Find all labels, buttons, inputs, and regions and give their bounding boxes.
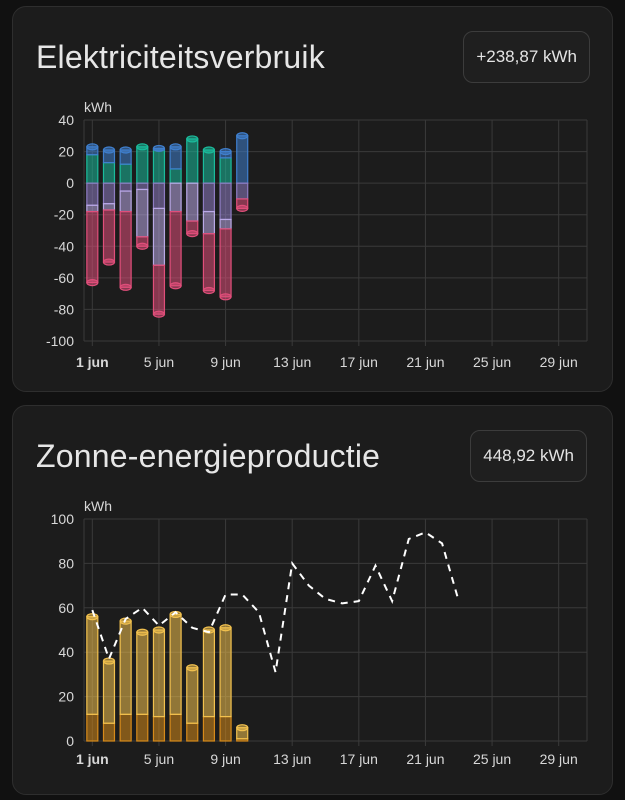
bar-cap [219, 147, 232, 156]
y-tick-label: -20 [54, 207, 74, 223]
y-unit-label: kWh [84, 99, 112, 115]
card-title: Elektriciteitsverbruik [36, 39, 325, 75]
y-tick-label: 100 [51, 511, 75, 527]
y-tick-label: 40 [58, 112, 74, 128]
bar-cap [86, 613, 99, 621]
bar-cap [102, 258, 116, 266]
bar-segment[interactable] [102, 660, 116, 724]
bar-cap [169, 143, 182, 151]
y-tick-label: 0 [66, 733, 74, 749]
total-badge[interactable]: +238,87 kWh [463, 31, 590, 83]
bar-segment[interactable] [186, 667, 199, 724]
y-tick-label: -100 [46, 333, 74, 349]
bar-segment[interactable] [86, 713, 99, 742]
bar-cap [136, 143, 149, 151]
y-tick-label: -40 [54, 238, 74, 254]
bar-segment[interactable] [119, 620, 132, 715]
bar-cap [86, 143, 99, 151]
bar-segment[interactable] [169, 613, 182, 715]
y-tick-label: 80 [58, 555, 74, 571]
bar-cap [186, 664, 199, 672]
bar-cap [169, 282, 182, 290]
bar-cap [236, 132, 249, 140]
solar-production-card[interactable]: Zonne-energieproductie 448,92 kWh [12, 405, 613, 795]
bar-cap [186, 135, 199, 143]
bar-cap [219, 624, 232, 632]
bar-cap [236, 724, 249, 732]
x-tick-label: 5 jun [144, 751, 174, 767]
bar-cap [102, 146, 116, 154]
x-tick-label: 1 jun [76, 354, 109, 370]
bar-cap [152, 144, 166, 153]
bar-segment[interactable] [102, 722, 116, 742]
x-tick-label: 17 jun [340, 751, 378, 767]
x-tick-label: 9 jun [210, 354, 240, 370]
bar-cap [152, 310, 166, 318]
y-tick-label: 0 [66, 175, 74, 191]
y-tick-label: -80 [54, 301, 74, 317]
bar-cap [219, 293, 232, 301]
x-tick-label: 5 jun [144, 354, 174, 370]
bar-cap [136, 628, 149, 636]
x-tick-label: 25 jun [473, 751, 511, 767]
card-title: Zonne-energieproductie [36, 438, 381, 474]
bar-segment[interactable] [219, 627, 232, 718]
bar-segment[interactable] [119, 713, 132, 742]
bar-cap [186, 230, 199, 238]
bar-segment[interactable] [219, 715, 232, 742]
x-tick-label: 9 jun [210, 751, 240, 767]
bar-cap [202, 286, 216, 295]
x-tick-label: 29 jun [540, 354, 578, 370]
forecast-line [91, 531, 460, 673]
x-tick-label: 21 jun [406, 354, 444, 370]
bar-cap [102, 657, 116, 665]
y-tick-label: 40 [58, 644, 74, 660]
bar-cap [119, 283, 132, 291]
bar-cap [136, 242, 149, 250]
bar-cap [119, 146, 132, 154]
bar-segment[interactable] [186, 722, 199, 742]
bar-cap [152, 626, 166, 634]
y-tick-label: 20 [58, 689, 74, 705]
x-tick-label: 21 jun [406, 751, 444, 767]
x-tick-label: 13 jun [273, 751, 311, 767]
y-tick-label: -60 [54, 270, 74, 286]
bar-cap [202, 146, 216, 154]
y-tick-label: 20 [58, 144, 74, 160]
bar-segment[interactable] [169, 713, 182, 742]
bar-segment[interactable] [136, 713, 149, 742]
bar-segment[interactable] [152, 629, 166, 718]
x-tick-label: 13 jun [273, 354, 311, 370]
bar-segment[interactable] [136, 631, 149, 715]
bar-segment[interactable] [152, 715, 166, 742]
x-tick-label: 29 jun [540, 751, 578, 767]
bar-segment[interactable] [202, 715, 216, 742]
y-tick-label: 60 [58, 600, 74, 616]
bar-segment[interactable] [202, 629, 216, 718]
x-tick-label: 17 jun [340, 354, 378, 370]
bar-cap [236, 204, 249, 212]
y-unit-label: kWh [84, 498, 112, 514]
x-tick-label: 1 jun [76, 751, 109, 767]
bar-cap [86, 278, 99, 287]
bar-segment[interactable] [86, 616, 99, 715]
total-badge[interactable]: 448,92 kWh [470, 430, 587, 482]
x-tick-label: 25 jun [473, 354, 511, 370]
